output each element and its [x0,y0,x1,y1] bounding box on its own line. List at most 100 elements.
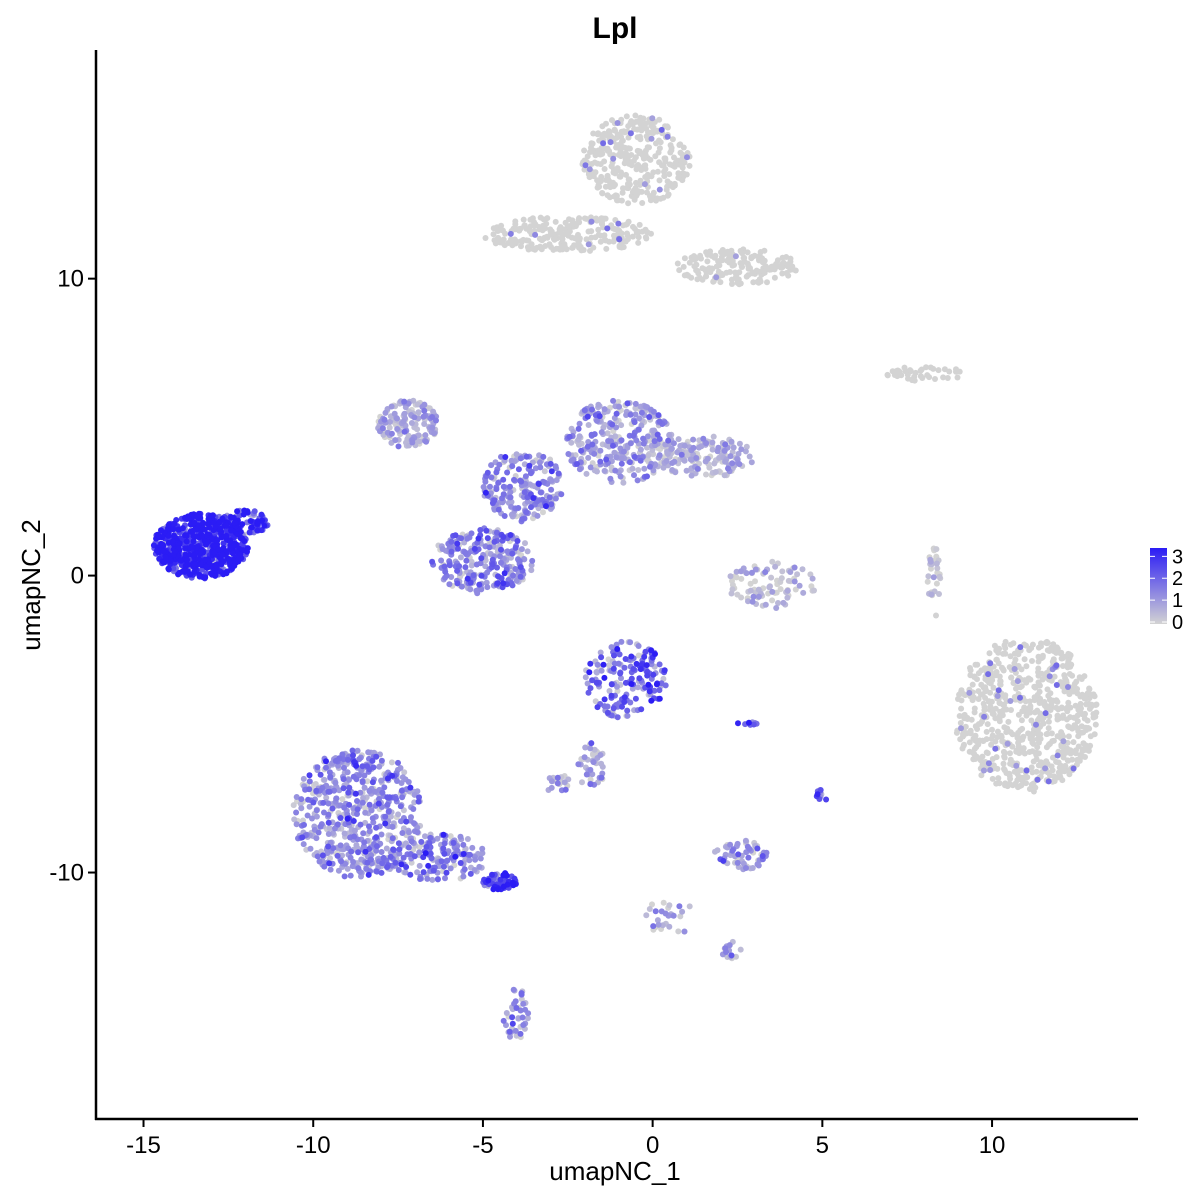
cell-point [680,263,687,270]
cell-point [1001,642,1008,649]
cell-point [601,166,608,172]
cell-point [987,660,994,667]
cell-point [971,705,978,712]
cell-point [170,533,177,539]
cell-point [755,862,762,869]
cell-point [366,801,373,808]
cell-point [384,801,391,808]
cell-point [597,458,604,465]
cell-point [735,851,742,858]
cell-point [663,458,670,464]
cell-point [582,162,589,169]
cell-point [1012,780,1019,787]
cell-point [408,814,414,821]
cell-point [703,471,709,478]
cell-point [989,710,996,717]
cell-point [500,883,507,890]
cell-point [603,120,609,127]
cell-point [598,774,605,781]
cell-point [212,523,219,530]
cell-point [442,568,449,575]
cell-point [1082,754,1088,760]
y-tick-label: -10 [49,860,84,887]
cell-point [638,188,645,195]
cell-point [400,418,407,425]
cell-point [554,780,561,787]
cell-point [423,438,430,445]
cell-point [927,558,934,565]
cell-point [525,246,532,253]
cell-point [386,794,393,801]
cell-point [765,266,772,273]
cell-point [622,656,629,662]
cell-point [654,168,661,175]
cell-point [352,790,359,797]
cell-point [632,695,639,702]
cell-point [961,741,967,748]
cell-point [528,504,534,511]
cell-point [1035,679,1042,686]
cell-point [924,578,931,585]
cell-point [366,787,373,794]
cell-point [671,154,677,161]
cell-point [742,837,749,844]
cell-point [558,491,565,498]
cell-point [1004,783,1011,790]
cell-point [429,424,436,431]
cell-point [766,584,773,591]
cell-point [588,148,595,155]
cell-point [686,903,693,910]
cell-point [728,438,735,445]
cell-point [1043,731,1050,738]
cell-point [601,158,608,165]
cell-point [606,148,613,155]
cell-point [165,565,172,572]
cell-point [1026,698,1033,705]
cell-point [540,509,546,516]
cell-point [910,376,916,383]
cell-point [610,705,617,712]
cell-point [556,229,563,236]
cell-point [1064,757,1071,764]
cell-point [405,779,412,785]
cell-point [1045,725,1052,732]
cell-point [418,838,425,845]
cell-point [421,421,428,427]
cell-point [341,873,348,880]
cell-point [1033,721,1039,728]
cell-point [410,806,417,812]
cell-point [743,443,750,450]
cell-point [665,191,672,198]
cell-point [383,845,390,852]
cell-point [1054,752,1061,759]
cell-point [771,274,778,281]
cell-point [718,270,725,277]
cell-point [547,456,554,463]
cell-point [1014,678,1021,685]
cell-point [581,147,588,154]
cell-point [478,555,485,562]
cell-point [314,764,321,771]
cell-point [590,130,597,137]
cell-point [215,546,222,553]
cell-point [388,430,395,437]
cell-point [488,462,495,469]
cell-point [518,996,525,1003]
cell-point [501,513,508,519]
cell-point [635,148,642,154]
cell-point [734,840,741,847]
cell-point [171,520,178,527]
cell-point [429,558,436,565]
cell-point [1048,730,1055,737]
cell-point [1047,740,1053,747]
cell-point [578,447,585,454]
cell-point [600,140,607,147]
cell-point [984,721,991,728]
cell-point [478,572,485,579]
cell-point [681,255,688,262]
cell-point [729,847,736,854]
cell-point [621,694,628,701]
cell-point [637,666,644,673]
cell-point [454,567,461,574]
